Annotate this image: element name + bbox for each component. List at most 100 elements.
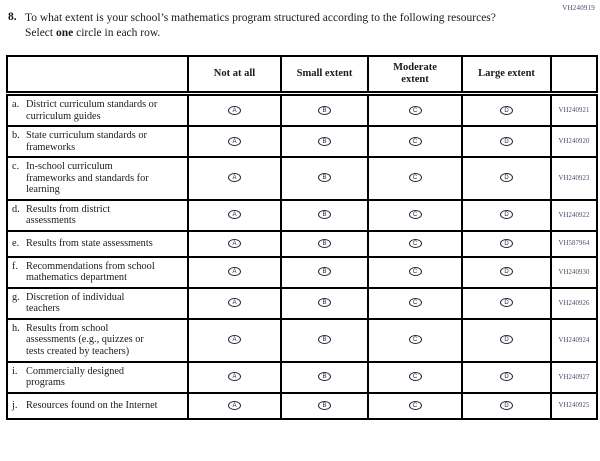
row-code: VH240922 — [550, 198, 598, 232]
response-oval-d[interactable]: D — [500, 372, 513, 382]
question: 8. To what extent is your school’s mathe… — [8, 11, 600, 41]
response-oval-b[interactable]: B — [318, 210, 331, 220]
response-oval-c[interactable]: C — [408, 136, 422, 146]
option-cell: A — [187, 286, 282, 320]
row-label: c. In-school curriculum frameworks and st… — [6, 156, 189, 201]
option-cell: B — [280, 229, 369, 258]
table-row: f. Recommendations from school mathematic… — [6, 255, 598, 289]
response-oval-d[interactable]: D — [500, 298, 513, 308]
header-small-extent: Small extent — [280, 54, 369, 96]
response-oval-d[interactable]: D — [500, 136, 513, 146]
row-label-wrap: g. Discretion of individual teachers — [12, 292, 185, 315]
option-cell: D — [461, 125, 552, 159]
row-label-wrap: d. Results from district assessments — [12, 204, 185, 227]
row-label-wrap: e. Results from state assessments — [12, 238, 185, 250]
response-oval-b[interactable]: B — [318, 400, 331, 410]
response-oval-d[interactable]: D — [500, 267, 513, 277]
response-oval-c[interactable]: C — [408, 267, 422, 277]
option-cell: A — [187, 360, 282, 394]
response-oval-d[interactable]: D — [500, 335, 513, 345]
grid-header: Not at all Small extent Moderate extent … — [6, 54, 598, 96]
response-oval-c[interactable]: C — [408, 238, 422, 248]
response-oval-c[interactable]: C — [408, 105, 422, 115]
option-cell: C — [367, 229, 463, 258]
row-letter: a. — [12, 99, 20, 110]
option-cell: C — [367, 391, 463, 420]
option-cell: B — [280, 125, 369, 159]
response-oval-c[interactable]: C — [408, 335, 422, 345]
option-cell: A — [187, 229, 282, 258]
option-cell: A — [187, 92, 282, 128]
row-label-wrap: c. In-school curriculum frameworks and st… — [12, 161, 185, 196]
response-oval-c[interactable]: C — [408, 173, 422, 183]
response-oval-b[interactable]: B — [318, 136, 331, 146]
row-letter: j. — [12, 399, 18, 411]
response-oval-c[interactable]: C — [408, 298, 422, 308]
option-cell: B — [280, 156, 369, 201]
table-row: b. State curriculum standards or framewor… — [6, 125, 598, 159]
row-label: f. Recommendations from school mathematic… — [6, 255, 189, 289]
row-label: h. Results from school assessments (e.g.,… — [6, 317, 189, 363]
response-oval-a[interactable]: A — [228, 400, 241, 410]
response-oval-a[interactable]: A — [228, 105, 241, 115]
option-cell: B — [280, 360, 369, 394]
response-oval-c[interactable]: C — [408, 372, 422, 382]
option-cell: D — [461, 317, 552, 363]
row-text: Recommendations from school mathematics … — [26, 260, 155, 284]
row-text: In-school curriculum frameworks and stan… — [26, 161, 149, 196]
response-oval-b[interactable]: B — [318, 173, 331, 183]
header-row: Not at all Small extent Moderate extent … — [6, 54, 598, 96]
response-oval-d[interactable]: D — [500, 173, 513, 183]
response-oval-d[interactable]: D — [500, 210, 513, 220]
option-cell: C — [367, 92, 463, 128]
table-row: c. In-school curriculum frameworks and st… — [6, 156, 598, 201]
option-cell: C — [367, 317, 463, 363]
response-oval-a[interactable]: A — [228, 136, 241, 146]
response-oval-b[interactable]: B — [318, 335, 331, 345]
grid-body: a. District curriculum standards or curri… — [6, 92, 598, 420]
option-cell: D — [461, 286, 552, 320]
row-text: State curriculum standards or frameworks — [26, 130, 147, 153]
row-label: j. Resources found on the Internet — [6, 391, 189, 420]
row-label-wrap: i. Commercially designed programs — [12, 366, 185, 389]
option-cell: A — [187, 125, 282, 159]
option-cell: B — [280, 317, 369, 363]
row-label: i. Commercially designed programs — [6, 360, 189, 394]
response-oval-b[interactable]: B — [318, 298, 331, 308]
row-label-wrap: h. Results from school assessments (e.g.,… — [12, 323, 185, 358]
option-cell: C — [367, 125, 463, 159]
header-moderate-extent: Moderate extent — [367, 54, 463, 96]
option-cell: D — [461, 229, 552, 258]
row-letter: h. — [12, 322, 20, 334]
table-row: a. District curriculum standards or curri… — [6, 92, 598, 128]
response-oval-b[interactable]: B — [318, 267, 331, 277]
option-cell: A — [187, 255, 282, 289]
row-letter: f. — [12, 260, 19, 272]
response-oval-a[interactable]: A — [228, 372, 241, 382]
response-grid: Not at all Small extent Moderate extent … — [6, 54, 598, 420]
option-cell: B — [280, 255, 369, 289]
response-oval-b[interactable]: B — [318, 105, 331, 115]
response-oval-a[interactable]: A — [228, 267, 241, 277]
response-oval-d[interactable]: D — [500, 400, 513, 410]
table-row: i. Commercially designed programs A B C D VH24… — [6, 360, 598, 394]
response-oval-a[interactable]: A — [228, 298, 241, 308]
row-text: Results from district assessments — [26, 203, 111, 227]
response-oval-d[interactable]: D — [500, 105, 513, 115]
response-oval-c[interactable]: C — [408, 210, 422, 220]
response-oval-d[interactable]: D — [500, 238, 513, 248]
response-oval-a[interactable]: A — [228, 335, 241, 345]
row-letter: c. — [12, 161, 20, 173]
response-oval-b[interactable]: B — [318, 238, 331, 248]
question-text: To what extent is your school’s mathemat… — [25, 11, 503, 41]
response-oval-c[interactable]: C — [408, 400, 422, 410]
response-oval-a[interactable]: A — [228, 238, 241, 248]
row-code: VH587964 — [550, 229, 598, 258]
response-oval-a[interactable]: A — [228, 173, 241, 183]
header-item-blank — [6, 54, 189, 96]
row-text: Results from state assessments — [26, 238, 153, 250]
table-row: d. Results from district assessments A B C D V… — [6, 198, 598, 232]
page-code: VH240919 — [562, 4, 595, 12]
response-oval-b[interactable]: B — [318, 372, 331, 382]
response-oval-a[interactable]: A — [228, 210, 241, 220]
